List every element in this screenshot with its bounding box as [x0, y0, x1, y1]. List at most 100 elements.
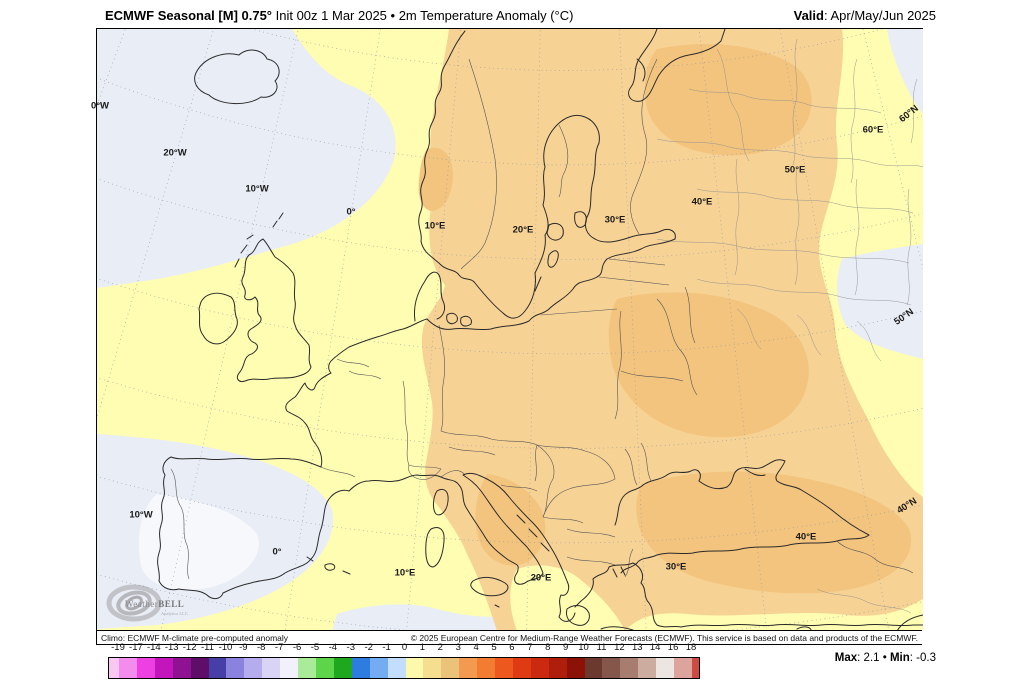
colorbar-segment	[154, 658, 174, 678]
colorbar-segment	[620, 658, 639, 678]
colorbar-tick: -8	[257, 642, 266, 653]
climo-note: Climo: ECMWF M-climate pre-computed anom…	[101, 633, 289, 643]
logo-text-bell: BELL	[158, 599, 184, 609]
valid-period: Valid: Apr/May/Jun 2025	[793, 8, 936, 23]
colorbar-segment	[441, 658, 460, 678]
colorbar-tick: 6	[509, 642, 515, 653]
field-extremes: Max: 2.1 • Min: -0.3	[835, 652, 936, 664]
field-cool-white-core	[138, 494, 259, 590]
min-label: Min	[889, 652, 910, 664]
colorbar-tick: -10	[218, 642, 233, 653]
colorbar-tick: -2	[364, 642, 373, 653]
anomaly-map: WeatherBELL Analytics LLC 0°W 20°W 10°W 0° 1…	[91, 28, 923, 631]
colorbar-tick: 2	[437, 642, 443, 653]
field-cool-regions	[97, 29, 923, 631]
map-title: ECMWF Seasonal [M] 0.75° Init 00z 1 Mar …	[105, 8, 574, 23]
grid-label: 20°W	[163, 147, 187, 159]
colorbar-segment	[405, 658, 424, 678]
grid-label: 40°E	[691, 196, 713, 208]
colorbar-segment	[351, 658, 371, 678]
colorbar-tick: -14	[146, 642, 161, 653]
graticule-lines	[97, 29, 923, 631]
colorbar-segment	[638, 658, 657, 678]
region-borders	[656, 38, 923, 614]
colorbar-segment	[495, 658, 514, 678]
colorbar-segment	[244, 658, 263, 678]
colorbar-tick: -9	[239, 642, 248, 653]
colorbar	[108, 657, 700, 679]
grid-label: 60°E	[862, 124, 884, 136]
colorbar-tick-labels: -19 -17 -14 -13 -12 -11 -10 -9 -8 -7 -6 -5 -4 -3 -2 -1 0…	[108, 642, 698, 654]
colorbar-tick: -6	[292, 642, 302, 653]
colorbar-segment	[136, 658, 156, 678]
colorbar-tick: 5	[491, 642, 497, 653]
grid-label: 0°	[346, 206, 356, 218]
colorbar-tick: 3	[455, 642, 461, 653]
field-yellow-pockets	[510, 565, 923, 631]
coastlines	[157, 29, 923, 631]
grid-label: 30°E	[604, 214, 626, 226]
colorbar-tick: 1	[419, 642, 426, 653]
country-borders	[170, 58, 914, 580]
grid-label: 10°E	[424, 220, 446, 232]
colorbar-segment	[109, 658, 119, 678]
colorbar-segment	[602, 658, 621, 678]
grid-label: 20°E	[530, 572, 552, 584]
colorbar-tick: 9	[563, 642, 569, 653]
colorbar-tick: 12	[614, 642, 625, 653]
colorbar-tick: 16	[667, 642, 679, 653]
grid-label: 10°W	[245, 183, 269, 195]
min-value: : -0.3	[909, 652, 936, 664]
colorbar-segment	[298, 658, 317, 678]
colorbar-tick: -11	[201, 642, 215, 653]
copyright-note: © 2025 European Centre for Medium-Range …	[410, 633, 918, 643]
colorbar-tick: -19	[111, 642, 125, 653]
colorbar-segment	[190, 658, 210, 678]
field-deep-tan-cores	[418, 44, 912, 594]
colorbar-tick: 13	[631, 642, 643, 653]
colorbar-segment	[226, 658, 245, 678]
colorbar-segment	[566, 658, 586, 678]
grid-label: 0°	[272, 546, 282, 558]
colorbar-tick: 8	[545, 642, 551, 653]
colorbar-segment	[208, 658, 227, 678]
colorbar-segment	[333, 658, 353, 678]
logo-text-weather: Weather	[125, 599, 158, 609]
colorbar-tick: -17	[129, 642, 143, 653]
colorbar-tick: -7	[274, 642, 284, 653]
colorbar-tick: 10	[578, 642, 589, 653]
colorbar-segment	[280, 658, 299, 678]
colorbar-segment	[530, 658, 550, 678]
colorbar-segment	[387, 658, 406, 678]
max-value: : 2.1	[857, 652, 880, 664]
max-label: Max	[834, 652, 858, 664]
colorbar-segment	[692, 658, 699, 678]
colorbar-tick: -4	[328, 642, 338, 653]
colorbar-tick: -3	[346, 642, 356, 653]
colorbar-tick: -5	[310, 642, 320, 653]
colorbar-tick: 18	[685, 642, 697, 653]
colorbar-segment	[548, 658, 568, 678]
colorbar-segment	[459, 658, 478, 678]
colorbar-segment	[119, 658, 138, 678]
colorbar-segment	[423, 658, 442, 678]
colorbar-tick: -13	[164, 642, 179, 653]
colorbar-segment	[512, 658, 532, 678]
grid-label: 0°W	[90, 100, 110, 112]
colorbar-segment	[674, 658, 693, 678]
colorbar-tick: 14	[649, 642, 661, 653]
grid-label: 50°E	[784, 164, 806, 176]
colorbar-segment	[477, 658, 496, 678]
colorbar-tick: 0	[401, 642, 408, 653]
grid-label: 20°E	[512, 224, 534, 236]
attribution-bar: Climo: ECMWF M-climate pre-computed anom…	[96, 630, 922, 645]
colorbar-segment	[172, 658, 192, 678]
weatherbell-logo: WeatherBELL Analytics LLC	[106, 584, 188, 622]
grid-label: 10°E	[394, 567, 416, 579]
extremes-separator: •	[879, 652, 890, 664]
colorbar-segment	[369, 658, 389, 678]
header: ECMWF Seasonal [M] 0.75° Init 00z 1 Mar …	[105, 7, 936, 25]
grid-label: 30°E	[665, 561, 687, 573]
grid-label: 40°E	[795, 531, 817, 543]
